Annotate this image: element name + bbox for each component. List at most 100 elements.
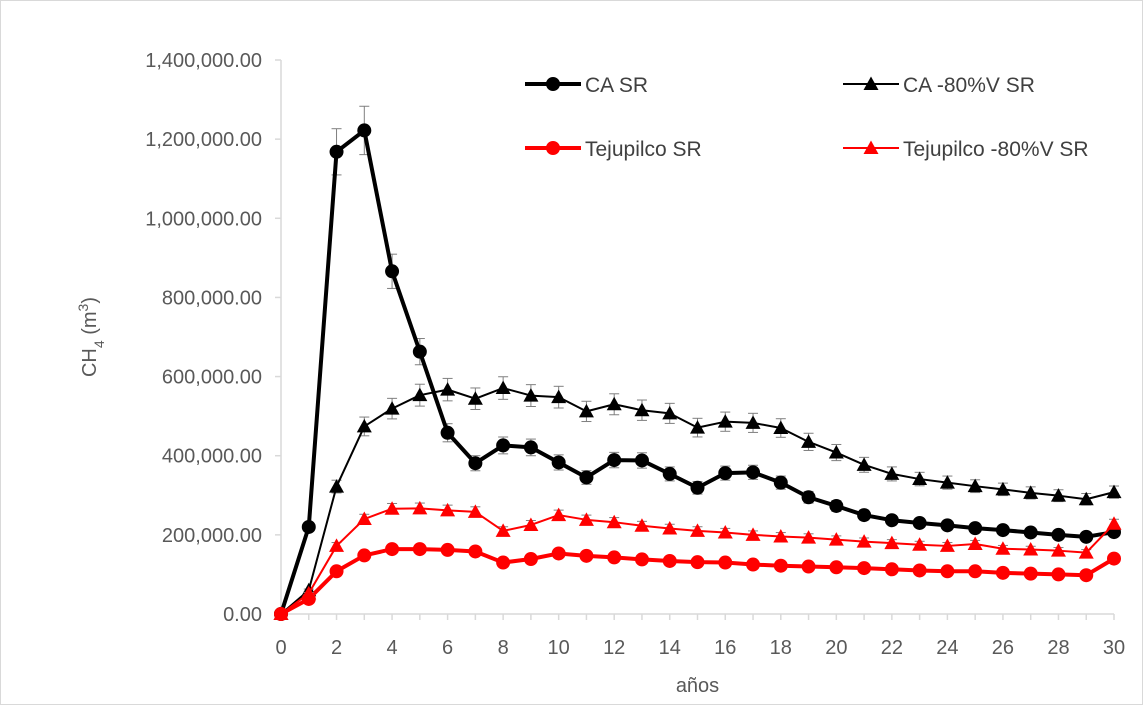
y-tick-label: 1,200,000.00 bbox=[145, 129, 262, 151]
data-point bbox=[1106, 516, 1122, 530]
x-tick-label: 16 bbox=[714, 637, 736, 659]
data-point bbox=[607, 550, 622, 565]
data-point bbox=[773, 528, 789, 543]
data-point bbox=[857, 561, 872, 576]
data-point bbox=[607, 453, 622, 468]
data-point bbox=[884, 466, 900, 480]
data-point bbox=[940, 564, 955, 579]
y-tick-label: 200,000.00 bbox=[162, 525, 262, 547]
data-point bbox=[801, 434, 817, 448]
data-point bbox=[301, 519, 316, 534]
data-point bbox=[1079, 529, 1094, 544]
data-point bbox=[606, 396, 622, 411]
data-point bbox=[606, 514, 622, 529]
x-tick-label: 28 bbox=[1047, 637, 1069, 659]
series-ca-80pctv-sr bbox=[273, 376, 1122, 620]
data-point bbox=[884, 535, 900, 550]
data-point bbox=[745, 415, 761, 429]
data-point bbox=[495, 380, 511, 395]
x-tick-labels: 0 2 4 6 8 10 12 14 16 18 20 22 24 26 28 30 bbox=[275, 614, 1125, 659]
data-point bbox=[329, 479, 345, 493]
series-line bbox=[279, 128, 1115, 615]
x-tick-label: 20 bbox=[825, 637, 847, 659]
data-point bbox=[385, 542, 400, 557]
data-point bbox=[273, 606, 289, 620]
legend-label: Tejupilco SR bbox=[585, 138, 702, 161]
legend-marker bbox=[546, 77, 560, 91]
data-point bbox=[1023, 525, 1038, 540]
data-point bbox=[523, 517, 539, 531]
data-point bbox=[578, 512, 594, 526]
data-point bbox=[856, 534, 872, 548]
data-point bbox=[551, 507, 567, 522]
x-tick-label: 10 bbox=[548, 637, 570, 659]
data-point bbox=[468, 544, 483, 559]
data-point bbox=[440, 542, 455, 557]
x-tick-label: 30 bbox=[1103, 637, 1125, 659]
data-point bbox=[551, 546, 566, 561]
data-point bbox=[412, 344, 427, 359]
data-point bbox=[801, 530, 817, 544]
data-point bbox=[523, 551, 538, 566]
x-tick-label: 4 bbox=[387, 637, 398, 659]
data-point bbox=[884, 513, 899, 528]
data-point bbox=[467, 504, 483, 518]
series-tejupilco-sr bbox=[274, 542, 1121, 621]
data-point bbox=[690, 523, 705, 537]
data-point bbox=[828, 445, 844, 459]
data-point bbox=[717, 414, 733, 428]
data-point bbox=[356, 511, 372, 526]
data-point bbox=[884, 562, 899, 577]
data-point bbox=[745, 527, 761, 541]
data-point bbox=[801, 490, 816, 505]
y-axis-title-base: CH bbox=[79, 348, 101, 377]
data-point bbox=[467, 391, 483, 405]
legend-marker bbox=[863, 140, 879, 154]
data-point bbox=[412, 542, 427, 557]
data-point bbox=[718, 466, 733, 481]
y-axis-title-subscript: 4 bbox=[91, 340, 107, 348]
x-tick-label: 8 bbox=[498, 637, 509, 659]
data-point bbox=[523, 440, 538, 455]
data-point bbox=[496, 438, 511, 453]
x-tick-label: 2 bbox=[331, 637, 342, 659]
x-tick-label: 22 bbox=[881, 637, 903, 659]
data-point bbox=[1023, 541, 1039, 556]
data-point bbox=[440, 425, 455, 440]
data-point bbox=[579, 470, 594, 485]
data-point bbox=[496, 555, 511, 570]
data-point bbox=[1078, 491, 1094, 506]
data-point bbox=[773, 475, 788, 490]
data-point bbox=[967, 478, 983, 493]
data-point bbox=[579, 548, 594, 563]
data-point bbox=[357, 548, 372, 563]
data-point bbox=[773, 558, 788, 573]
legend-item-tejupilco-sr: Tejupilco SR bbox=[525, 138, 702, 161]
data-point bbox=[912, 537, 928, 551]
legend-item-ca-80pctv-sr: CA -80%V SR bbox=[843, 74, 1035, 97]
data-point bbox=[634, 453, 649, 468]
legend-marker bbox=[863, 76, 879, 90]
data-point bbox=[967, 536, 983, 550]
data-point bbox=[912, 471, 928, 486]
data-point bbox=[578, 403, 594, 418]
data-point bbox=[968, 564, 983, 579]
data-point bbox=[939, 538, 955, 552]
x-tick-label: 6 bbox=[442, 637, 453, 659]
data-point bbox=[468, 456, 483, 471]
data-point bbox=[356, 418, 372, 433]
data-point bbox=[412, 500, 428, 515]
data-point bbox=[523, 388, 539, 402]
series-ca-sr bbox=[274, 105, 1121, 621]
data-point bbox=[690, 480, 705, 495]
series-layer bbox=[273, 105, 1122, 621]
data-point bbox=[995, 523, 1010, 538]
data-point bbox=[829, 498, 844, 513]
y-tick-labels: 0.00 200,000.00 400,000.00 600,000.00 800,00… bbox=[145, 50, 281, 626]
data-point bbox=[939, 475, 955, 489]
data-point bbox=[495, 523, 511, 537]
data-point bbox=[551, 455, 566, 470]
x-tick-label: 24 bbox=[936, 637, 958, 659]
